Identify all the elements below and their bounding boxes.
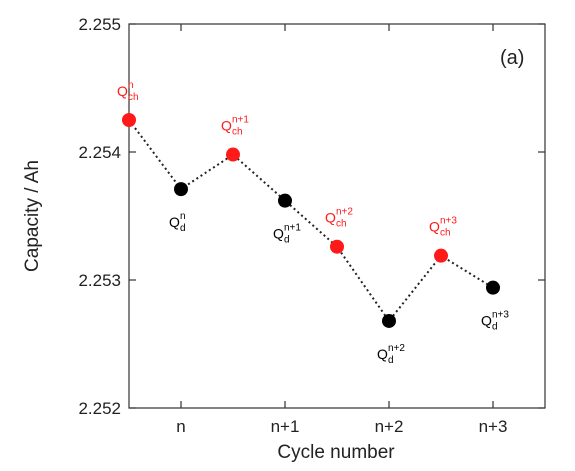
charge-point [330,239,344,254]
label-subscript: ch [128,92,139,103]
plot-frame [128,23,546,409]
discharge-point [278,193,292,208]
label-q: Q [377,346,388,362]
y-tick-label: 2.255 [78,15,121,34]
label-superscript: n+3 [492,310,509,321]
charge-point [226,147,240,162]
x-tick-label: n [176,417,185,436]
y-tick-label: 2.252 [78,399,121,418]
label-subscript: ch [440,228,451,239]
label-subscript: ch [232,127,243,138]
label-superscript: n [180,211,186,222]
y-axis-title: Capacity / Ah [22,160,43,272]
label-superscript: n+3 [440,216,457,227]
x-tick-label: n+1 [271,417,300,436]
label-q: Q [481,313,492,329]
discharge-point [174,182,188,197]
discharge-point [486,280,500,295]
label-q: Q [325,210,336,226]
label-subscript: d [388,355,394,366]
data-points [122,113,500,328]
label-superscript: n+2 [388,343,405,354]
label-q: Q [429,219,440,235]
label-superscript: n+1 [284,223,301,234]
x-tick-label: n+3 [479,417,508,436]
label-subscript: d [284,235,290,246]
x-tick-label: n+2 [375,417,404,436]
y-tick-label: 2.254 [78,143,121,162]
label-subscript: ch [336,219,347,230]
label-q: Q [273,226,284,242]
label-subscript: d [180,223,186,234]
series-line [128,119,494,323]
label-q: Q [169,214,180,230]
charge-point [122,113,136,127]
label-superscript: n+2 [336,207,353,218]
charge-point [434,248,448,263]
label-superscript: n [128,80,134,91]
x-axis-title: Cycle number [277,442,395,463]
y-axis-ticks: 2.252 2.253 2.254 2.255 [78,15,545,418]
label-subscript: d [492,322,498,333]
label-superscript: n+1 [232,115,249,126]
y-tick-label: 2.253 [78,271,121,290]
panel-label: (a) [500,47,524,69]
discharge-point [382,313,396,328]
label-q: Q [221,118,232,134]
label-q: Q [117,83,128,99]
x-axis-ticks: n n+1 n+2 n+3 [176,24,507,436]
